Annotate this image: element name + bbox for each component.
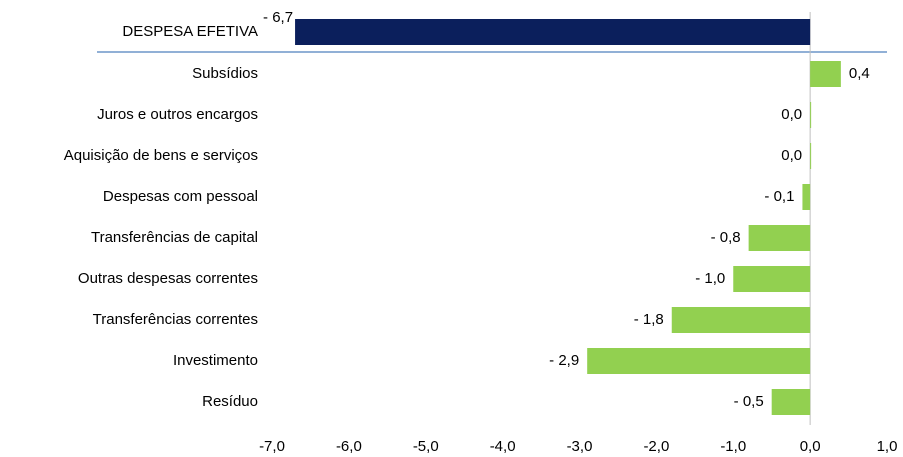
value-label: 0,4 [849, 65, 870, 82]
category-label: Resíduo [202, 393, 258, 410]
value-label: - 6,7 [263, 9, 293, 26]
x-tick-label: -1,0 [720, 438, 746, 455]
category-label: Investimento [173, 352, 258, 369]
bar [733, 266, 811, 292]
value-label: - 2,9 [549, 352, 579, 369]
bar [810, 61, 841, 87]
category-label: Outras despesas correntes [78, 270, 258, 287]
x-tick-label: -3,0 [567, 438, 593, 455]
x-tick-label: 0,0 [800, 438, 821, 455]
x-tick-label: 1,0 [877, 438, 898, 455]
category-label: Transferências correntes [93, 311, 258, 328]
category-label: Transferências de capital [91, 229, 258, 246]
bar [295, 19, 811, 45]
bar [802, 184, 811, 210]
x-tick-label: -7,0 [259, 438, 285, 455]
category-label: Subsídios [192, 65, 258, 82]
x-tick-label: -2,0 [643, 438, 669, 455]
bar [771, 389, 811, 415]
category-label: Juros e outros encargos [97, 106, 258, 123]
x-tick-label: -4,0 [490, 438, 516, 455]
value-label: - 0,8 [711, 229, 741, 246]
category-label: Despesas com pessoal [103, 188, 258, 205]
value-label: - 1,8 [634, 311, 664, 328]
bar [587, 348, 811, 374]
value-label: 0,0 [781, 147, 802, 164]
value-label: - 1,0 [695, 270, 725, 287]
value-label: - 0,1 [764, 188, 794, 205]
value-label: 0,0 [781, 106, 802, 123]
value-label: - 0,5 [734, 393, 764, 410]
bar [810, 143, 812, 169]
bar [748, 225, 811, 251]
bar [671, 307, 811, 333]
x-tick-label: -6,0 [336, 438, 362, 455]
x-tick-label: -5,0 [413, 438, 439, 455]
bar [810, 102, 812, 128]
category-label: DESPESA EFETIVA [122, 23, 258, 40]
category-label: Aquisição de bens e serviços [64, 147, 258, 164]
